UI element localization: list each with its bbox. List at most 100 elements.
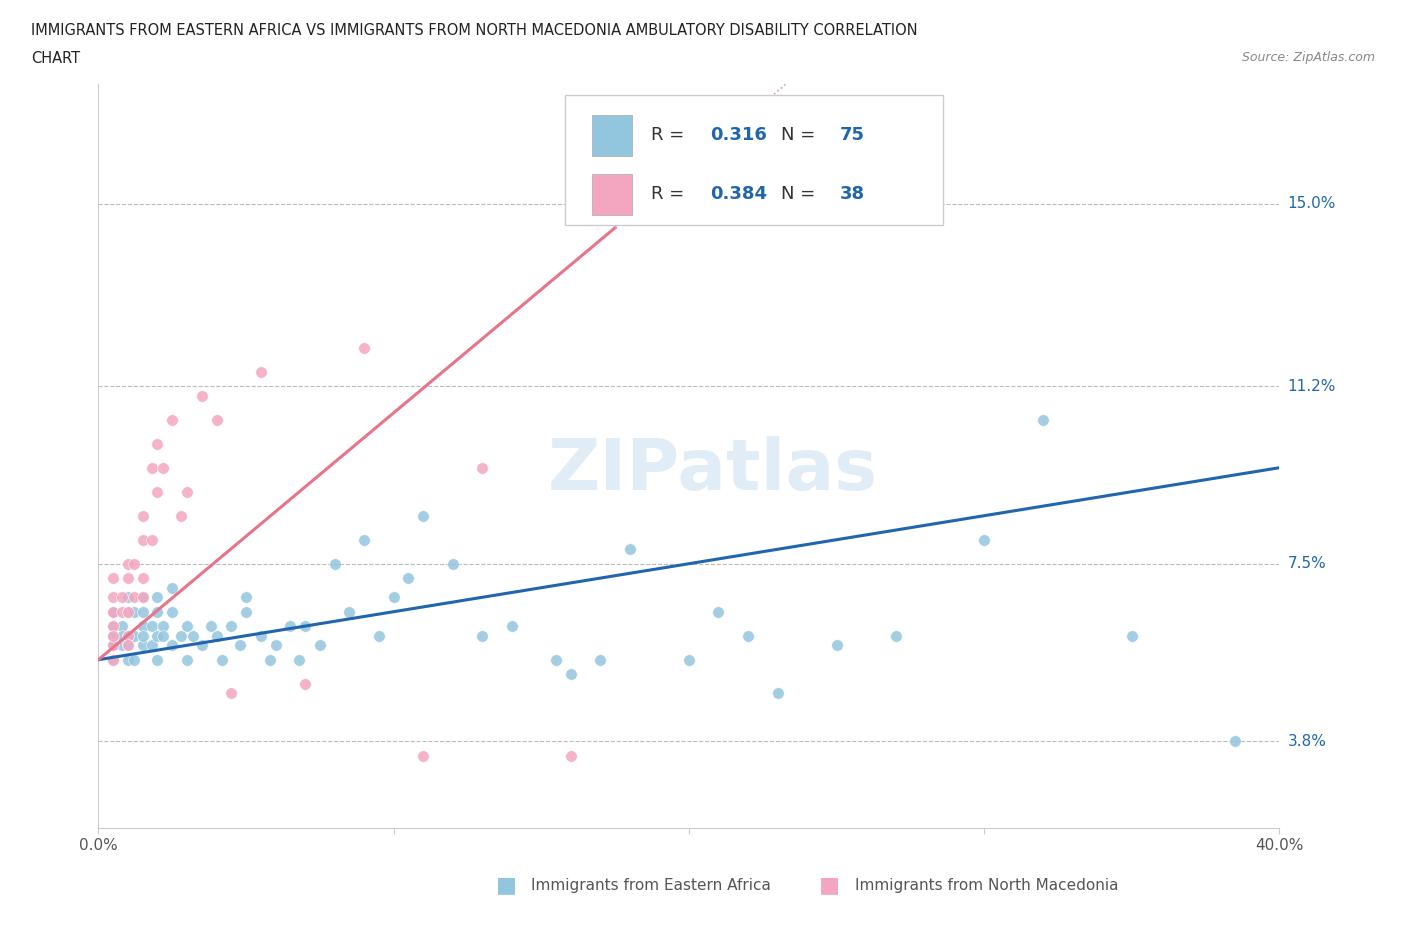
Point xyxy=(309,638,332,653)
Point xyxy=(111,618,134,633)
Point xyxy=(501,618,523,633)
Point xyxy=(560,749,582,764)
Point xyxy=(181,629,204,644)
Point xyxy=(132,509,155,524)
Point xyxy=(103,638,125,653)
Point xyxy=(191,638,214,653)
Text: 0.316: 0.316 xyxy=(710,126,768,144)
Point xyxy=(162,580,183,595)
Point xyxy=(141,460,163,475)
Point xyxy=(103,652,125,667)
Point xyxy=(141,638,163,653)
Point xyxy=(103,652,125,667)
Text: Immigrants from North Macedonia: Immigrants from North Macedonia xyxy=(855,878,1118,893)
Point xyxy=(103,571,125,586)
Point xyxy=(111,629,134,644)
Point xyxy=(103,590,125,604)
Point xyxy=(205,629,228,644)
Point xyxy=(103,629,125,644)
Point xyxy=(132,571,155,586)
Point xyxy=(117,590,139,604)
Text: N =: N = xyxy=(782,185,821,204)
Text: ■: ■ xyxy=(820,875,839,896)
Point xyxy=(152,460,174,475)
Point xyxy=(152,629,174,644)
Point xyxy=(412,749,434,764)
Point xyxy=(205,412,228,427)
Point xyxy=(146,604,169,619)
Point xyxy=(103,638,125,653)
Point xyxy=(103,604,125,619)
Text: 38: 38 xyxy=(841,185,865,204)
Text: R =: R = xyxy=(651,185,690,204)
Point xyxy=(162,638,183,653)
Point xyxy=(235,604,257,619)
Text: 11.2%: 11.2% xyxy=(1288,379,1336,393)
Point xyxy=(1121,629,1143,644)
Point xyxy=(176,485,198,499)
Point xyxy=(117,571,139,586)
Point xyxy=(544,652,567,667)
Text: ZIPatlas: ZIPatlas xyxy=(547,436,877,505)
Text: 3.8%: 3.8% xyxy=(1288,734,1327,749)
FancyBboxPatch shape xyxy=(592,174,633,215)
Point xyxy=(737,629,759,644)
Point xyxy=(396,571,419,586)
Point xyxy=(766,685,789,700)
Point xyxy=(103,629,125,644)
Point xyxy=(412,509,434,524)
Point xyxy=(250,365,273,379)
Point xyxy=(146,590,169,604)
Point xyxy=(146,629,169,644)
Point xyxy=(162,412,183,427)
Text: R =: R = xyxy=(651,126,690,144)
Point xyxy=(176,618,198,633)
Text: N =: N = xyxy=(782,126,821,144)
Point xyxy=(103,618,125,633)
Point xyxy=(117,652,139,667)
Point xyxy=(111,590,134,604)
Text: Immigrants from Eastern Africa: Immigrants from Eastern Africa xyxy=(531,878,772,893)
Point xyxy=(353,340,375,355)
Text: 0.384: 0.384 xyxy=(710,185,768,204)
Text: ■: ■ xyxy=(496,875,516,896)
Point xyxy=(619,542,641,557)
Point xyxy=(382,590,405,604)
Point xyxy=(170,509,193,524)
Point xyxy=(117,604,139,619)
Point xyxy=(117,604,139,619)
Point xyxy=(219,685,242,700)
Point xyxy=(146,436,169,451)
Point xyxy=(560,667,582,682)
Point xyxy=(229,638,252,653)
Point xyxy=(132,618,155,633)
Point xyxy=(678,652,700,667)
Point xyxy=(117,638,139,653)
Text: 15.0%: 15.0% xyxy=(1288,196,1336,211)
Point xyxy=(235,590,257,604)
FancyBboxPatch shape xyxy=(592,115,633,156)
Point xyxy=(111,638,134,653)
Point xyxy=(141,618,163,633)
Point xyxy=(259,652,281,667)
Point xyxy=(589,652,612,667)
Point xyxy=(191,388,214,403)
Point xyxy=(111,604,134,619)
Point xyxy=(152,618,174,633)
Text: IMMIGRANTS FROM EASTERN AFRICA VS IMMIGRANTS FROM NORTH MACEDONIA AMBULATORY DIS: IMMIGRANTS FROM EASTERN AFRICA VS IMMIGR… xyxy=(31,23,918,38)
Point xyxy=(146,485,169,499)
Point xyxy=(441,556,464,571)
Point xyxy=(170,629,193,644)
Point xyxy=(117,556,139,571)
Point xyxy=(132,590,155,604)
Point xyxy=(176,652,198,667)
Point xyxy=(122,629,145,644)
Point xyxy=(368,629,391,644)
Point xyxy=(103,604,125,619)
Point xyxy=(122,652,145,667)
Point xyxy=(278,618,302,633)
Point xyxy=(117,629,139,644)
Point xyxy=(973,532,995,547)
Point xyxy=(117,638,139,653)
Point xyxy=(132,532,155,547)
